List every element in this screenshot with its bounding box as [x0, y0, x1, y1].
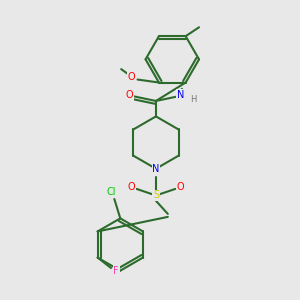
- Text: N: N: [152, 164, 160, 174]
- Text: O: O: [125, 90, 133, 100]
- Text: Cl: Cl: [106, 187, 116, 196]
- Text: O: O: [128, 72, 135, 82]
- Text: O: O: [177, 182, 184, 193]
- Text: F: F: [113, 266, 119, 276]
- Text: O: O: [128, 182, 135, 193]
- Text: S: S: [153, 190, 159, 200]
- Text: N: N: [177, 90, 184, 100]
- Text: H: H: [190, 95, 197, 104]
